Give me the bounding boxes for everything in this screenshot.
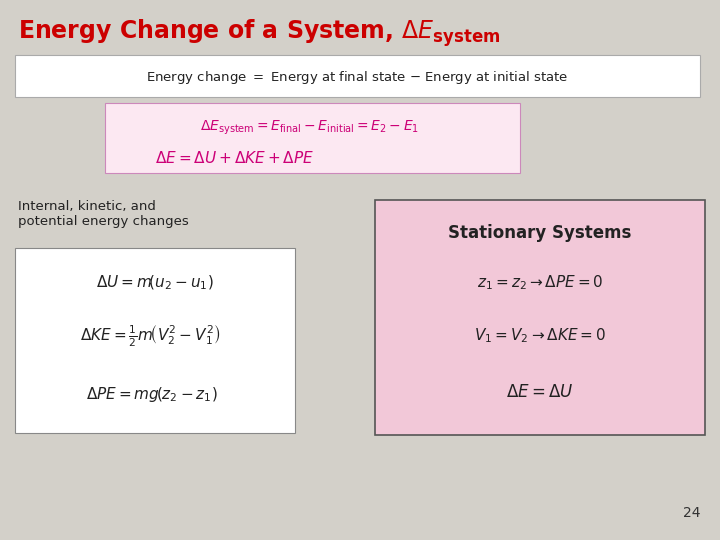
Text: 24: 24	[683, 506, 700, 520]
FancyBboxPatch shape	[15, 55, 700, 97]
Text: $\Delta PE = mg\!\left(z_2 - z_1\right)$: $\Delta PE = mg\!\left(z_2 - z_1\right)$	[86, 386, 218, 404]
Text: Energy Change of a System, $\Delta \mathit{E}_{\mathregular{system}}$: Energy Change of a System, $\Delta \math…	[18, 17, 500, 49]
Text: Energy change $=$ Energy at final state $-$ Energy at initial state: Energy change $=$ Energy at final state …	[145, 70, 568, 86]
Text: $V_1 = V_2 \rightarrow \Delta KE = 0$: $V_1 = V_2 \rightarrow \Delta KE = 0$	[474, 327, 606, 346]
FancyBboxPatch shape	[15, 248, 295, 433]
FancyBboxPatch shape	[105, 103, 520, 173]
FancyBboxPatch shape	[375, 200, 705, 435]
Text: Stationary Systems: Stationary Systems	[449, 224, 631, 242]
Text: Internal, kinetic, and
potential energy changes: Internal, kinetic, and potential energy …	[18, 200, 189, 228]
Text: $\Delta E_{\mathregular{system}} = E_{\mathregular{final}} - E_{\mathregular{ini: $\Delta E_{\mathregular{system}} = E_{\m…	[200, 119, 419, 137]
Text: $\Delta U = m\!\left(u_2 - u_1\right)$: $\Delta U = m\!\left(u_2 - u_1\right)$	[96, 274, 214, 292]
Text: $z_1 = z_2 \rightarrow \Delta PE = 0$: $z_1 = z_2 \rightarrow \Delta PE = 0$	[477, 274, 603, 292]
Text: $\Delta E = \Delta U$: $\Delta E = \Delta U$	[506, 383, 574, 401]
Text: $\Delta E = \Delta U + \Delta KE + \Delta PE$: $\Delta E = \Delta U + \Delta KE + \Delt…	[155, 150, 314, 166]
Text: $\Delta KE = \frac{1}{2}m\!\left(V_2^2 - V_1^2\right)$: $\Delta KE = \frac{1}{2}m\!\left(V_2^2 -…	[80, 323, 220, 349]
